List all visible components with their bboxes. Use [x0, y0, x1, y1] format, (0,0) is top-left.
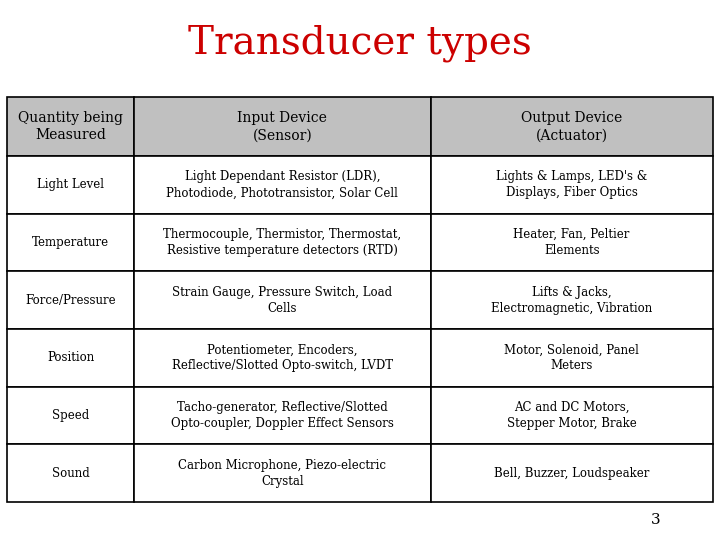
Bar — [431, 271, 713, 329]
Bar — [134, 156, 431, 214]
Text: Output Device
(Actuator): Output Device (Actuator) — [521, 111, 622, 142]
Text: Motor, Solenoid, Panel
Meters: Motor, Solenoid, Panel Meters — [504, 343, 639, 373]
Bar — [7, 329, 134, 387]
Bar — [431, 329, 713, 387]
Bar — [7, 214, 134, 272]
Text: Temperature: Temperature — [32, 236, 109, 249]
Bar — [431, 156, 713, 214]
Bar — [7, 271, 134, 329]
Text: Bell, Buzzer, Loudspeaker: Bell, Buzzer, Loudspeaker — [494, 467, 649, 480]
Bar — [7, 97, 134, 156]
Text: Carbon Microphone, Piezo-electric
Crystal: Carbon Microphone, Piezo-electric Crysta… — [179, 459, 387, 488]
Text: Position: Position — [47, 352, 94, 365]
Bar — [431, 444, 713, 502]
Text: Speed: Speed — [52, 409, 89, 422]
Text: Potentiometer, Encoders,
Reflective/Slotted Opto-switch, LVDT: Potentiometer, Encoders, Reflective/Slot… — [172, 343, 393, 373]
Bar — [7, 444, 134, 502]
Text: Transducer types: Transducer types — [188, 24, 532, 62]
Text: Input Device
(Sensor): Input Device (Sensor) — [238, 111, 328, 142]
Bar — [431, 97, 713, 156]
Bar — [7, 156, 134, 214]
Text: Light Dependant Resistor (LDR),
Photodiode, Phototransistor, Solar Cell: Light Dependant Resistor (LDR), Photodio… — [166, 170, 398, 199]
Bar — [134, 271, 431, 329]
Text: AC and DC Motors,
Stepper Motor, Brake: AC and DC Motors, Stepper Motor, Brake — [507, 401, 636, 430]
Text: Thermocouple, Thermistor, Thermostat,
Resistive temperature detectors (RTD): Thermocouple, Thermistor, Thermostat, Re… — [163, 228, 402, 257]
Bar — [431, 214, 713, 272]
Text: Lights & Lamps, LED's &
Displays, Fiber Optics: Lights & Lamps, LED's & Displays, Fiber … — [496, 170, 647, 199]
Text: Quantity being
Measured: Quantity being Measured — [18, 111, 123, 142]
Text: Force/Pressure: Force/Pressure — [25, 294, 116, 307]
Bar — [134, 444, 431, 502]
Text: Sound: Sound — [52, 467, 89, 480]
Text: Strain Gauge, Pressure Switch, Load
Cells: Strain Gauge, Pressure Switch, Load Cell… — [172, 286, 392, 315]
Text: Tacho-generator, Reflective/Slotted
Opto-coupler, Doppler Effect Sensors: Tacho-generator, Reflective/Slotted Opto… — [171, 401, 394, 430]
Bar — [7, 387, 134, 444]
Bar — [134, 387, 431, 444]
Text: 3: 3 — [650, 512, 660, 526]
Text: Light Level: Light Level — [37, 178, 104, 191]
Bar — [134, 97, 431, 156]
Bar — [431, 387, 713, 444]
Bar — [134, 329, 431, 387]
Bar — [134, 214, 431, 272]
Text: Lifts & Jacks,
Electromagnetic, Vibration: Lifts & Jacks, Electromagnetic, Vibratio… — [491, 286, 652, 315]
Text: Heater, Fan, Peltier
Elements: Heater, Fan, Peltier Elements — [513, 228, 630, 257]
